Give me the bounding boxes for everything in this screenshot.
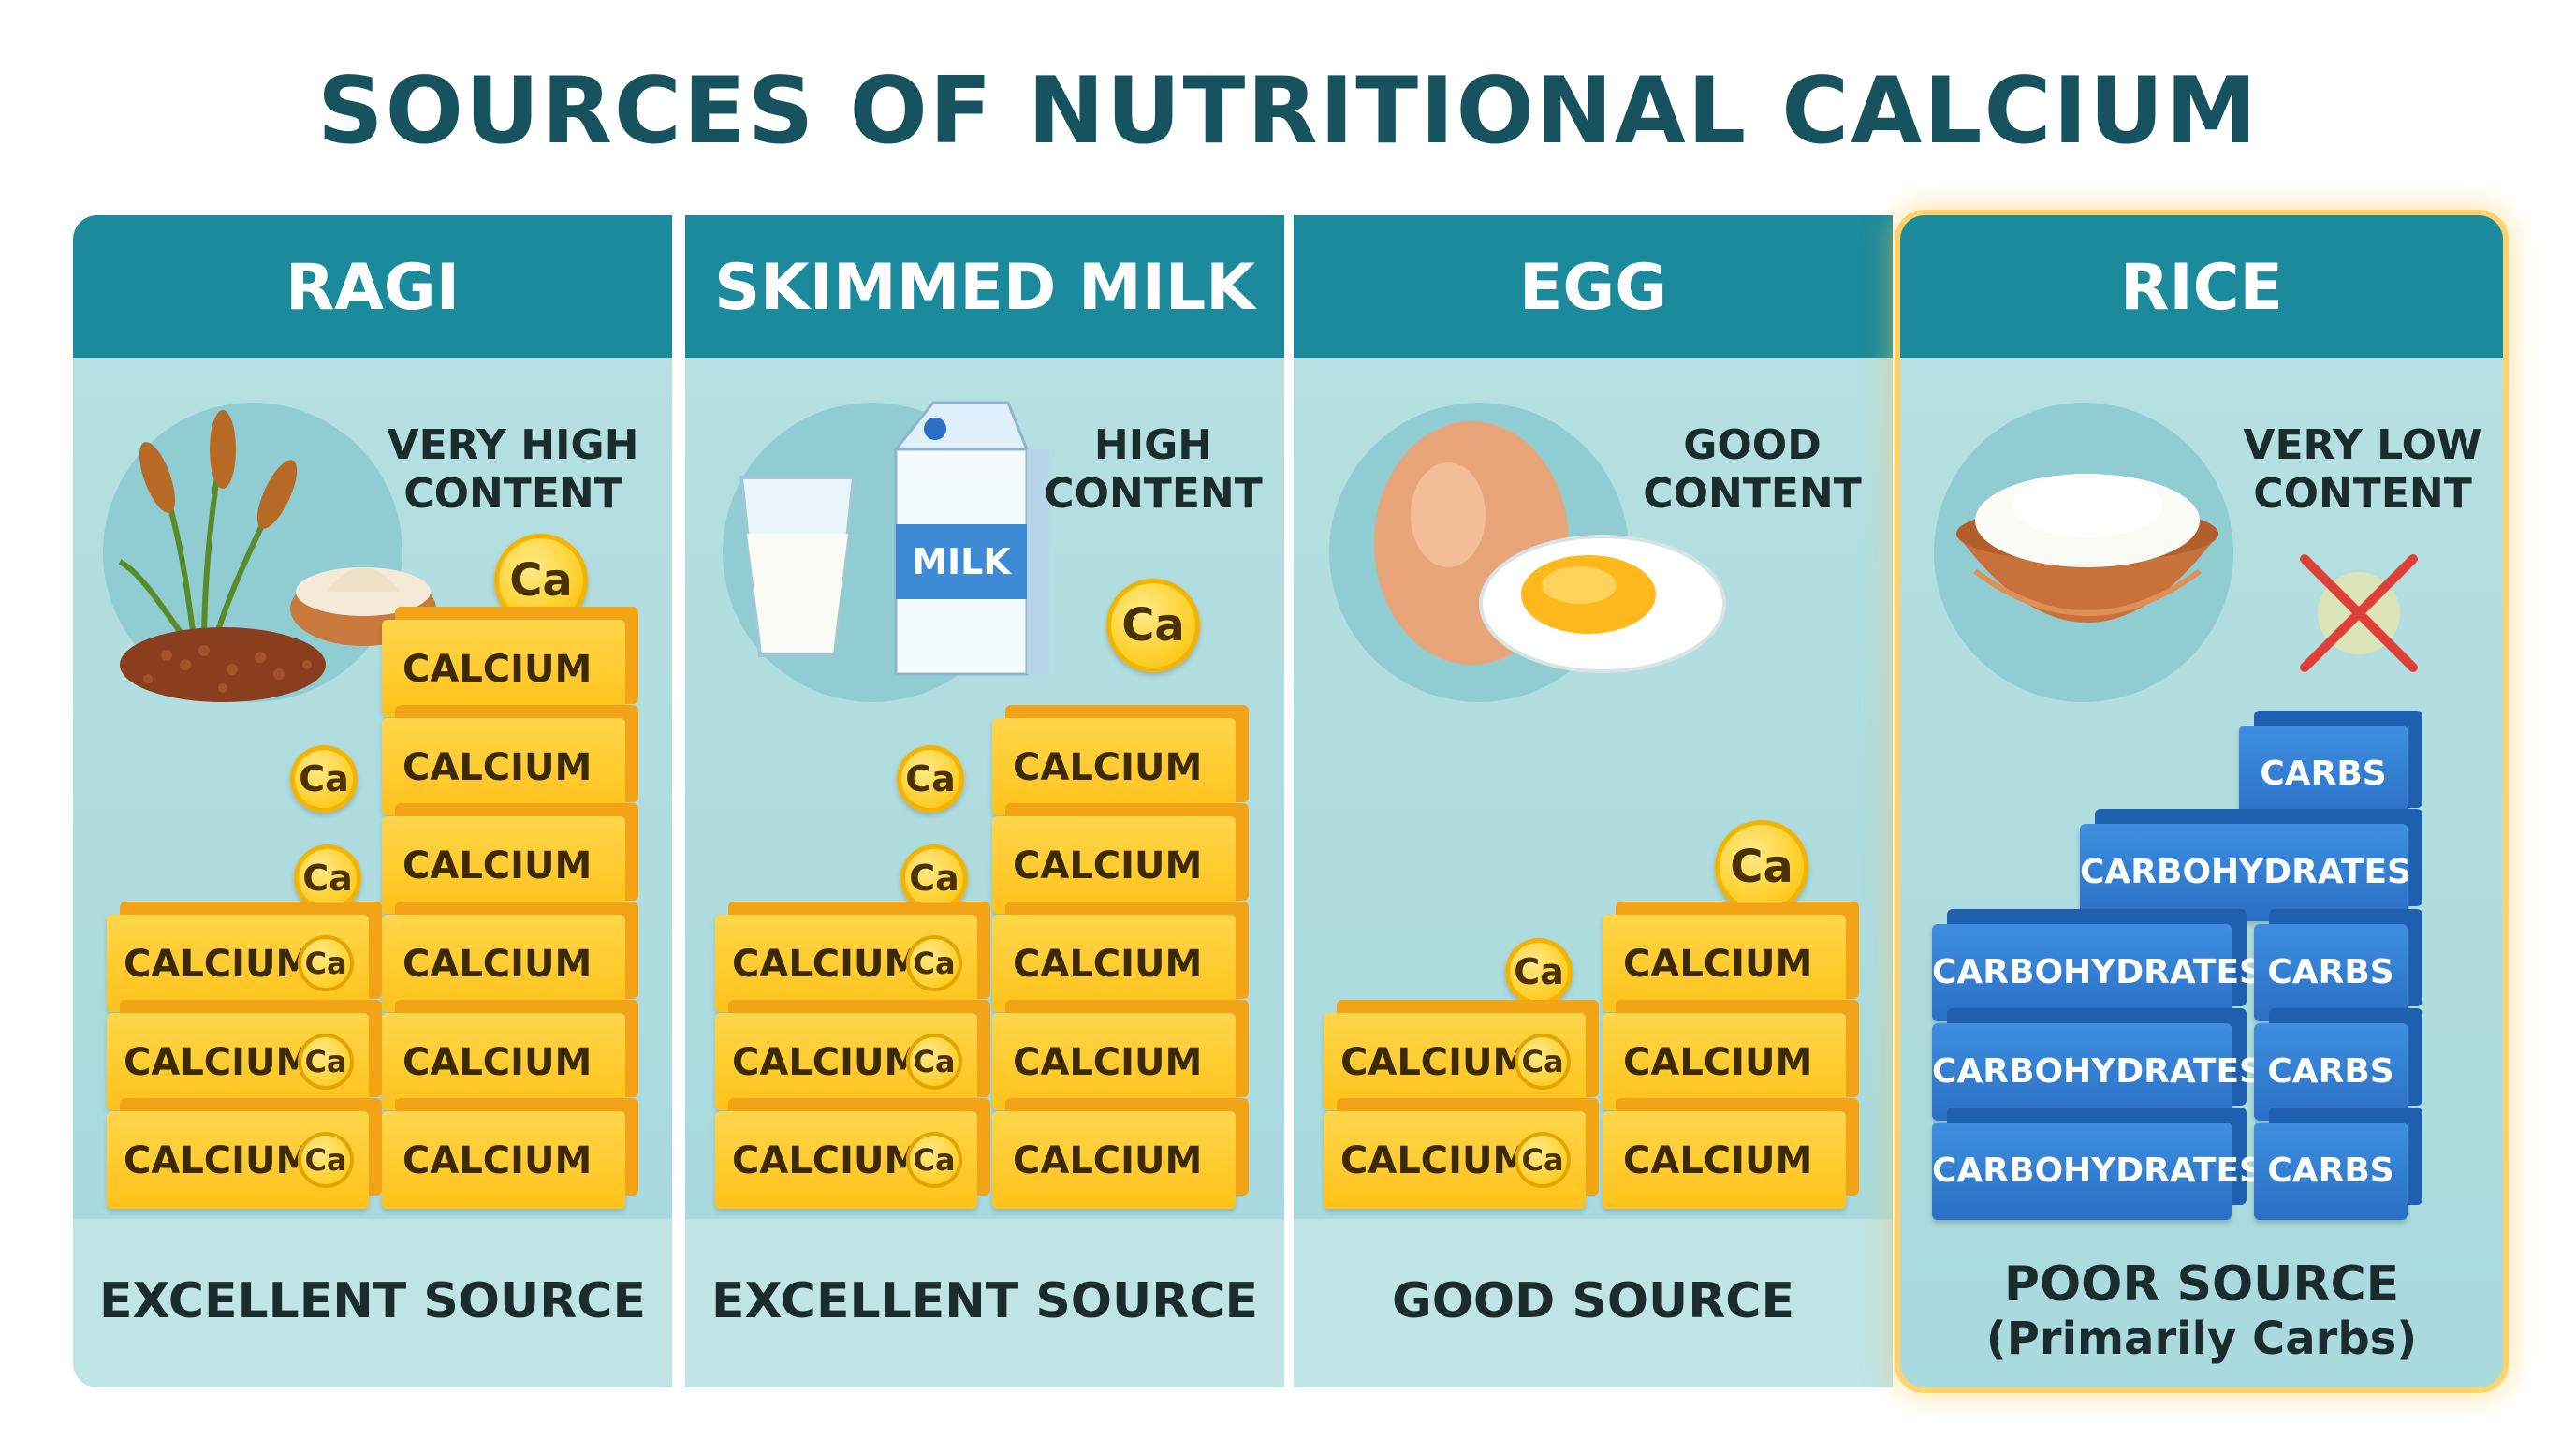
ragi-grain-icon <box>118 410 436 702</box>
egg-icon <box>1374 421 1726 673</box>
calcium-block: CALCIUM Ca <box>715 1013 977 1110</box>
calcium-block: CALCIUM <box>992 1013 1236 1110</box>
content-level: VERY LOW CONTENT <box>2243 421 2482 518</box>
calcium-block: CALCIUM <box>382 1013 625 1110</box>
calcium-coin-icon: Ca <box>906 935 962 991</box>
calcium-coin-icon: Ca <box>494 534 588 627</box>
panel-header: RAGI <box>73 215 672 358</box>
calcium-coin-icon: Ca <box>900 844 968 912</box>
carbohydrates-block: CARBOHYDRATES <box>1932 924 2263 1021</box>
calcium-block: CALCIUM <box>1603 915 1846 1012</box>
panel-header: EGG <box>1294 215 1893 358</box>
panel-title: RICE <box>2119 251 2284 325</box>
source-rating-note: (Primarily Carbs) <box>1985 1313 2418 1365</box>
calcium-coin-icon: Ca <box>1505 938 1573 1005</box>
calcium-block: CALCIUM Ca <box>107 915 369 1012</box>
page-title: SOURCES OF NUTRITIONAL CALCIUM <box>317 58 2259 165</box>
content-level: HIGH CONTENT <box>1044 421 1263 518</box>
calcium-block: CALCIUM <box>382 718 625 815</box>
carbohydrates-block: CARBOHYDRATES <box>1932 1023 2263 1121</box>
source-rating: EXCELLENT SOURCE <box>99 1273 646 1329</box>
milk-glass-icon <box>739 476 856 657</box>
calcium-coin-icon: Ca <box>1515 1132 1571 1188</box>
calcium-block: CALCIUM <box>992 1111 1236 1209</box>
calcium-block: CALCIUM <box>992 718 1236 815</box>
calcium-block: CALCIUM <box>992 816 1236 914</box>
content-level: VERY HIGH CONTENT <box>387 421 639 518</box>
calcium-coin-icon: Ca <box>294 844 361 912</box>
calcium-coin-icon: Ca <box>298 935 354 991</box>
carbs-block: CARBS <box>2254 924 2408 1021</box>
milk-carton-icon: MILK <box>877 393 1049 683</box>
calcium-coin-icon: Ca <box>897 745 964 813</box>
calcium-coin-icon: Ca <box>298 1034 354 1090</box>
panel-rice: RICE VERY LOW CONTENT CARBS CARBOHYDRATE… <box>1900 215 2503 1387</box>
panel-egg: EGG GOOD CONTENT Ca CALCIUM CALCIUM CALC… <box>1294 215 1893 1387</box>
carbohydrates-block: CARBOHYDRATES <box>1932 1123 2263 1220</box>
calcium-block: CALCIUM Ca <box>1324 1013 1586 1110</box>
calcium-block: CALCIUM <box>382 620 625 717</box>
calcium-block: CALCIUM Ca <box>107 1013 369 1110</box>
calcium-coin-icon: Ca <box>906 1132 962 1188</box>
calcium-block: CALCIUM Ca <box>715 915 977 1012</box>
calcium-block: CALCIUM Ca <box>1324 1111 1586 1209</box>
carbs-block: CARBS <box>2254 1023 2408 1121</box>
panel-title: SKIMMED MILK <box>714 251 1255 325</box>
calcium-block: CALCIUM <box>1603 1111 1846 1209</box>
calcium-block: CALCIUM <box>1603 1013 1846 1110</box>
source-rating: GOOD SOURCE <box>1392 1273 1794 1329</box>
calcium-coin-icon: Ca <box>298 1132 354 1188</box>
calcium-block: CALCIUM <box>382 1111 625 1209</box>
calcium-block: CALCIUM <box>992 915 1236 1012</box>
calcium-block: CALCIUM <box>382 816 625 914</box>
source-rating: POOR SOURCE <box>2003 1256 2400 1313</box>
carton-label: MILK <box>912 541 1011 582</box>
calcium-block: CALCIUM <box>382 915 625 1012</box>
carbs-block: CARBS <box>2254 1123 2408 1220</box>
calcium-coin-icon: Ca <box>1106 579 1200 672</box>
rice-bowl-icon <box>1956 474 2218 623</box>
calcium-coin-icon: Ca <box>1515 1034 1571 1090</box>
calcium-coin-icon: Ca <box>290 745 358 813</box>
content-level: GOOD CONTENT <box>1643 421 1862 518</box>
calcium-block: CALCIUM Ca <box>107 1111 369 1209</box>
panel-ragi: RAGI VERY HIGH CONTENT Ca CA <box>73 215 672 1387</box>
carbs-block: CARBS <box>2239 726 2408 823</box>
panel-title: EGG <box>1518 251 1668 325</box>
panel-skimmed-milk: SKIMMED MILK MILK HIGH CONTENT Ca CALCIU… <box>685 215 1284 1387</box>
calcium-coin-icon: Ca <box>1715 820 1808 914</box>
carbohydrates-block: CARBOHYDRATES <box>2080 824 2411 921</box>
panel-header: RICE <box>1900 215 2503 358</box>
panel-title: RAGI <box>285 251 461 325</box>
no-calcium-cross-icon <box>2300 554 2418 672</box>
panel-header: SKIMMED MILK <box>685 215 1284 358</box>
calcium-block: CALCIUM Ca <box>715 1111 977 1209</box>
calcium-coin-icon: Ca <box>906 1034 962 1090</box>
source-rating: EXCELLENT SOURCE <box>711 1273 1258 1329</box>
